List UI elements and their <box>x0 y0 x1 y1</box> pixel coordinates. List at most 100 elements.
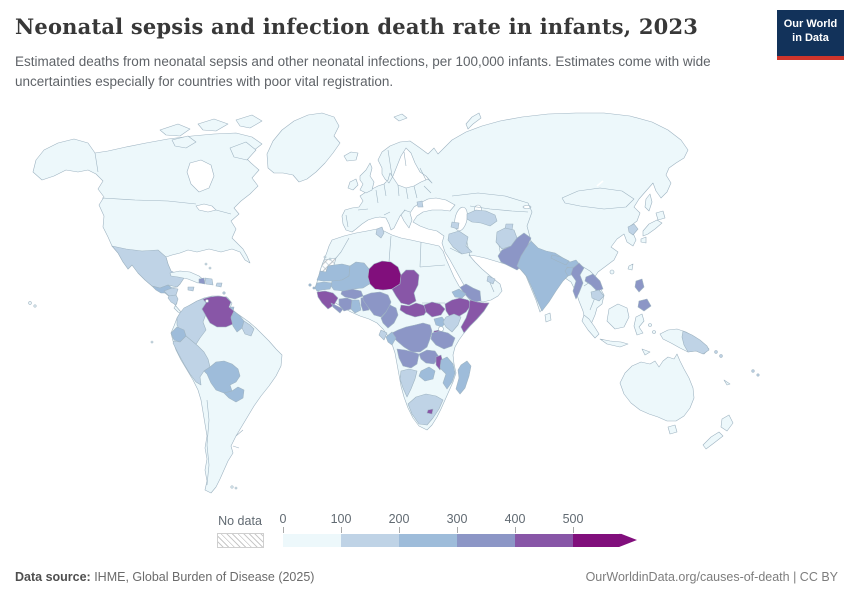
country-australia[interactable] <box>619 353 695 422</box>
country-gabon[interactable] <box>378 329 388 341</box>
country-hawaii[interactable] <box>28 301 32 305</box>
country-papua-new-guinea[interactable] <box>681 330 710 355</box>
country-uganda[interactable] <box>433 316 447 328</box>
country-kenya[interactable] <box>442 313 462 333</box>
country-angola[interactable] <box>396 348 420 369</box>
country-south-sudan[interactable] <box>423 301 446 318</box>
country-jamaica[interactable] <box>187 286 195 292</box>
legend-bin-100-200[interactable] <box>341 533 399 547</box>
country-mexico[interactable] <box>111 245 185 289</box>
country-namibia[interactable] <box>399 368 418 398</box>
credit-link[interactable]: OurWorldinData.org/causes-of-death | CC … <box>585 570 838 584</box>
country-hainan[interactable] <box>609 269 615 275</box>
owid-logo[interactable]: Our World in Data <box>777 10 844 60</box>
country-south-africa[interactable] <box>407 393 444 426</box>
country-eritrea[interactable] <box>451 288 467 299</box>
country-madagascar[interactable] <box>455 360 472 395</box>
country-bahamas[interactable] <box>204 262 208 266</box>
country-solomon-islands[interactable] <box>714 350 718 354</box>
country-moluccas-2[interactable] <box>652 330 656 334</box>
country-japan[interactable] <box>640 210 666 244</box>
country-ghana[interactable] <box>350 299 362 314</box>
no-data-swatch[interactable] <box>217 533 264 548</box>
country-falkland-islands-2[interactable] <box>234 486 238 490</box>
country-cambodia[interactable] <box>590 289 605 302</box>
country-fiji[interactable] <box>751 369 755 373</box>
country-tasmania[interactable] <box>667 424 678 435</box>
country-cape-verde-2[interactable] <box>312 286 316 290</box>
country-arctic-islands[interactable] <box>159 118 229 149</box>
country-laos[interactable] <box>584 273 604 292</box>
country-somalia[interactable] <box>460 299 490 334</box>
legend-color-scale[interactable] <box>283 533 637 547</box>
country-myanmar[interactable] <box>570 262 585 300</box>
country-united-kingdom[interactable] <box>359 162 375 194</box>
country-puerto-rico[interactable] <box>215 282 223 288</box>
country-zimbabwe[interactable] <box>418 366 436 382</box>
country-burkina-faso[interactable] <box>340 288 364 300</box>
country-uae[interactable] <box>486 275 496 285</box>
country-north-america[interactable] <box>32 132 263 322</box>
country-paraguay[interactable] <box>223 386 245 403</box>
country-north-korea[interactable] <box>627 223 639 236</box>
country-cape-verde[interactable] <box>308 283 312 287</box>
country-iraq[interactable] <box>447 230 473 255</box>
country-nepal[interactable] <box>550 254 570 266</box>
country-new-caledonia[interactable] <box>723 379 731 386</box>
country-falkland-islands[interactable] <box>230 485 234 489</box>
country-iceland[interactable] <box>343 151 359 162</box>
country-solomon-islands-2[interactable] <box>719 354 723 358</box>
country-hawaii-2[interactable] <box>33 304 37 308</box>
legend-bin-300-400[interactable] <box>457 533 515 547</box>
country-galapagos[interactable] <box>150 340 154 344</box>
country-sakhalin[interactable] <box>644 193 653 212</box>
country-moluccas[interactable] <box>648 323 652 327</box>
country-timor[interactable] <box>641 348 651 356</box>
country-sumatra[interactable] <box>581 314 600 339</box>
country-ireland[interactable] <box>347 178 359 191</box>
country-niger[interactable] <box>367 260 402 291</box>
owid-logo-line2: in Data <box>792 31 829 44</box>
country-honduras[interactable] <box>163 287 179 297</box>
country-moldova[interactable] <box>416 200 424 208</box>
country-nicaragua[interactable] <box>167 294 179 306</box>
legend-bin-400-500[interactable] <box>515 533 573 547</box>
country-drc[interactable] <box>389 322 433 353</box>
country-ellesmere-island[interactable] <box>235 114 263 129</box>
country-new-zealand[interactable] <box>702 414 734 450</box>
country-suriname[interactable] <box>241 320 255 337</box>
country-tanzania[interactable] <box>430 330 456 350</box>
country-liberia[interactable] <box>330 302 344 314</box>
country-chad[interactable] <box>391 269 420 306</box>
country-dominican-republic[interactable] <box>204 277 214 286</box>
country-congo[interactable] <box>385 331 397 346</box>
legend-bin-200-300[interactable] <box>399 533 457 547</box>
country-lesser-antilles[interactable] <box>222 291 226 295</box>
country-guyana[interactable] <box>230 310 245 333</box>
country-java[interactable] <box>599 338 629 348</box>
country-svalbard[interactable] <box>393 113 408 122</box>
country-haiti[interactable] <box>198 277 206 285</box>
country-borneo[interactable] <box>606 303 630 330</box>
country-mozambique[interactable] <box>439 356 456 390</box>
country-lesotho[interactable] <box>426 408 434 415</box>
country-sri-lanka[interactable] <box>544 312 552 323</box>
legend-bin-0-100[interactable] <box>283 533 341 547</box>
country-taiwan[interactable] <box>627 263 634 271</box>
country-bahamas-2[interactable] <box>208 266 212 270</box>
country-sulawesi[interactable] <box>633 313 645 336</box>
country-tunisia[interactable] <box>375 226 385 239</box>
country-bolivia[interactable] <box>203 360 241 394</box>
country-philippines[interactable] <box>634 278 652 312</box>
country-azerbaijan[interactable] <box>450 221 460 230</box>
country-canary-islands[interactable] <box>323 255 327 259</box>
country-greenland[interactable] <box>266 112 341 183</box>
country-novaya-zemlya[interactable] <box>465 112 482 130</box>
legend-bin-500+[interactable] <box>573 533 637 547</box>
country-canary-islands-2[interactable] <box>328 257 332 261</box>
country-fiji-2[interactable] <box>756 373 760 377</box>
country-turkmenistan-uzbekistan[interactable] <box>466 209 498 227</box>
country-baffin-island[interactable] <box>229 141 257 161</box>
country-cameroon[interactable] <box>380 304 399 329</box>
